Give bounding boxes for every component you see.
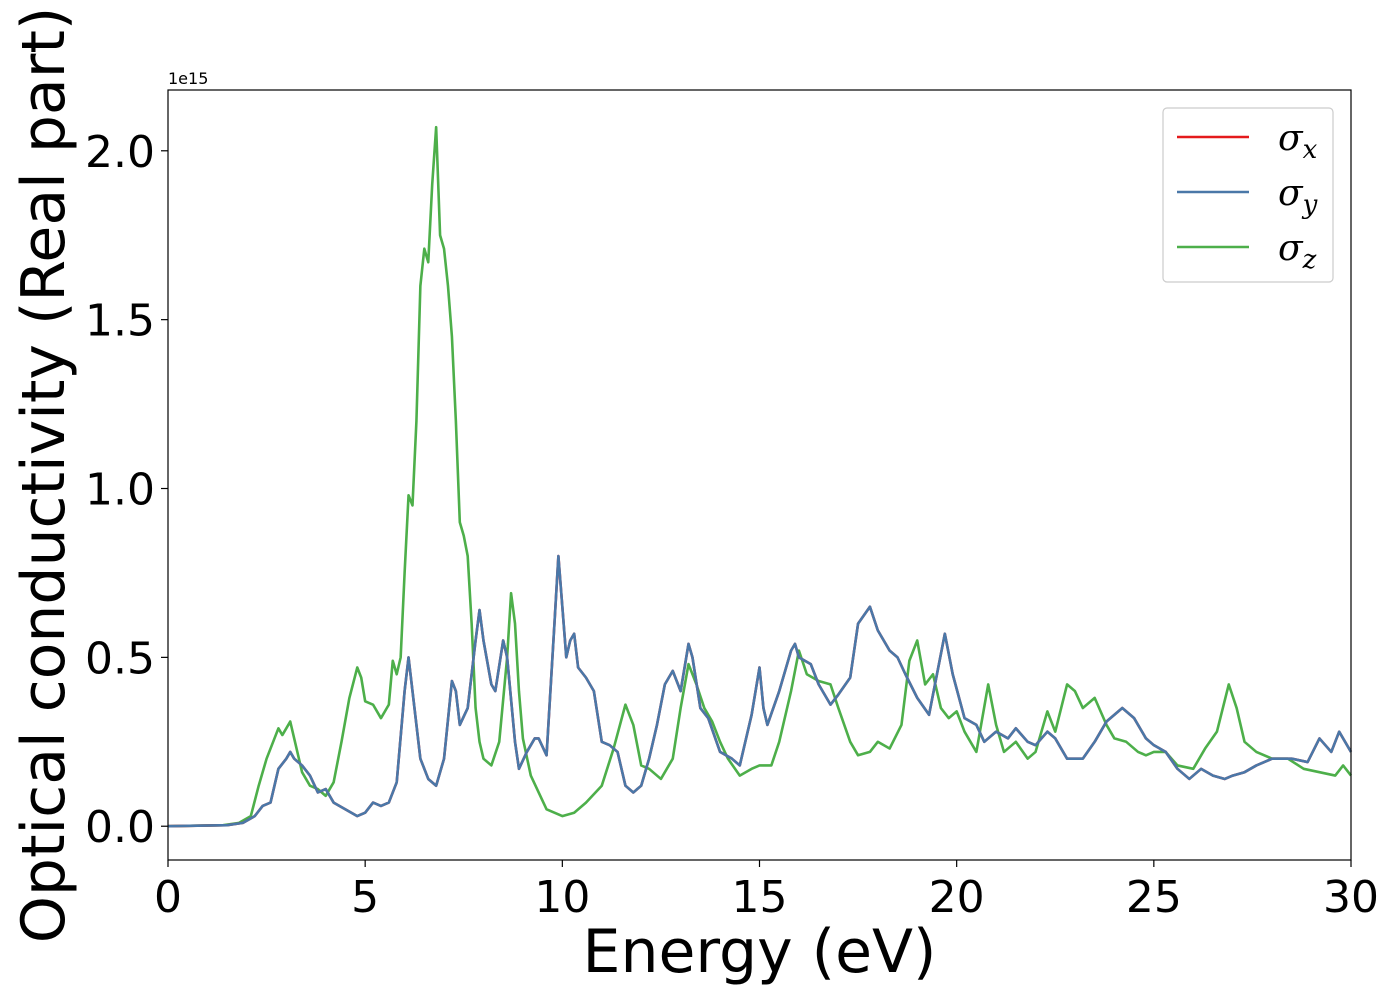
legend-subscript: x (1303, 135, 1318, 165)
legend-symbol: σ (1278, 173, 1304, 214)
x-tick-label: 10 (534, 872, 590, 923)
x-tick-label: 0 (154, 872, 182, 923)
x-axis: 0 5 10 15 20 25 30 (154, 860, 1379, 923)
x-axis-label: Energy (eV) (583, 917, 937, 987)
x-tick-label: 20 (929, 872, 985, 923)
y-tick-label: 1.5 (85, 296, 155, 347)
x-tick-label: 30 (1323, 872, 1379, 923)
y-tick-label: 0.5 (85, 633, 155, 684)
legend-label-z: σz (1278, 228, 1317, 275)
y-tick-label: 0.0 (85, 802, 155, 853)
plot-area (167, 125, 1353, 828)
legend-symbol: σ (1278, 228, 1304, 269)
series-line-z (167, 125, 1353, 828)
y-offset-label: 1e15 (168, 69, 208, 88)
y-axis-label: Optical conductivity (Real part) (9, 7, 79, 944)
series-line-y (167, 554, 1353, 828)
legend-box (1162, 107, 1334, 283)
legend-subscript: y (1302, 190, 1318, 220)
y-tick-label: 2.0 (85, 127, 155, 178)
legend-label-x: σx (1278, 118, 1318, 165)
y-axis: 0.0 0.5 1.0 1.5 2.0 (85, 127, 168, 853)
legend-subscript: z (1302, 245, 1317, 275)
legend-label-y: σy (1278, 173, 1318, 220)
y-tick-label: 1.0 (85, 465, 155, 516)
legend-symbol: σ (1278, 118, 1304, 159)
x-tick-label: 25 (1126, 872, 1182, 923)
x-tick-label: 15 (732, 872, 788, 923)
x-tick-label: 5 (351, 872, 379, 923)
